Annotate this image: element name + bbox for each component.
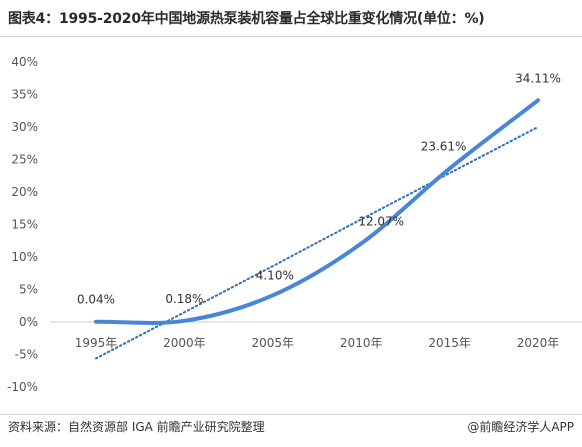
- y-tick-label: 5%: [19, 283, 38, 297]
- x-tick-label: 1995年: [75, 336, 118, 350]
- y-tick-label: 15%: [11, 218, 38, 232]
- data-label: 4.10%: [256, 268, 294, 282]
- x-tick-label: 2005年: [252, 336, 295, 350]
- y-tick-label: 40%: [11, 55, 38, 69]
- x-tick-label: 2000年: [163, 336, 206, 350]
- data-label: 12.07%: [358, 215, 404, 229]
- data-label: 23.61%: [421, 140, 467, 154]
- y-tick-label: 20%: [11, 185, 38, 199]
- x-tick-label: 2010年: [340, 336, 383, 350]
- source-note: 资料来源：自然资源部 IGA 前瞻产业研究院整理: [8, 420, 265, 434]
- y-tick-label: -10%: [7, 380, 38, 394]
- footer-divider: [0, 414, 582, 415]
- trend-line: [95, 126, 539, 360]
- data-label: 34.11%: [515, 71, 561, 85]
- x-tick-label: 2015年: [428, 336, 471, 350]
- data-label: 0.04%: [77, 293, 115, 307]
- y-tick-label: 10%: [11, 250, 38, 264]
- y-tick-label: 35%: [11, 88, 38, 102]
- series-line: [94, 98, 540, 325]
- chart-title: 图表4：1995-2020年中国地源热泵装机容量占全球比重变化情况(单位：%): [8, 11, 485, 27]
- y-tick-label: 25%: [11, 153, 38, 167]
- credit-note: @前瞻经济学人APP: [467, 420, 574, 434]
- data-label: 0.18%: [165, 292, 203, 306]
- y-tick-label: -5%: [15, 348, 38, 362]
- x-tick-label: 2020年: [517, 336, 560, 350]
- title-divider: [0, 36, 582, 37]
- y-tick-label: 30%: [11, 120, 38, 134]
- y-tick-label: 0%: [19, 315, 38, 329]
